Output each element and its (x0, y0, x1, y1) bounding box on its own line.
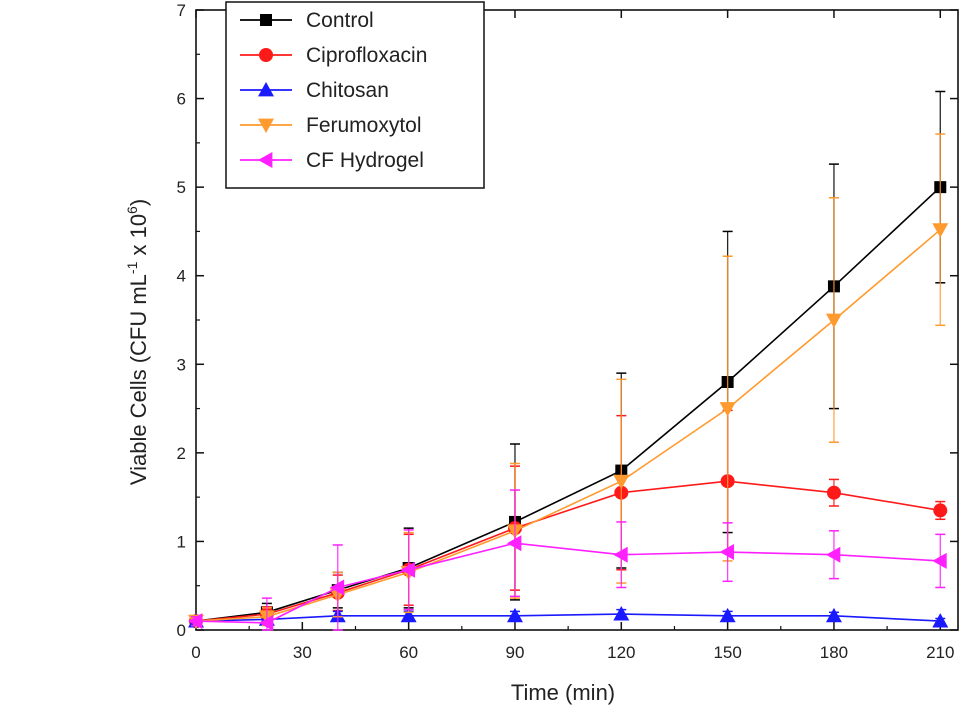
y-axis-title-sup1: -1 (124, 261, 140, 274)
legend-marker (258, 152, 273, 168)
legend-entry: Control (240, 9, 374, 32)
data-point (932, 223, 949, 238)
legend-label: Control (306, 9, 374, 32)
legend-label: Ferumoxytol (306, 114, 422, 137)
data-point (400, 607, 417, 623)
y-tick-label: 6 (177, 90, 186, 109)
legend-marker (258, 82, 274, 97)
data-point (506, 607, 523, 623)
data-point (825, 313, 842, 328)
x-tick-label: 60 (399, 643, 418, 662)
series-ciprofloxacin (189, 409, 948, 629)
data-point (826, 485, 841, 500)
x-tick-label: 180 (820, 643, 848, 662)
data-point (719, 607, 736, 623)
data-point (719, 544, 735, 561)
y-tick-label: 1 (177, 532, 186, 551)
y-tick-label: 7 (177, 1, 186, 20)
legend-entry: Chitosan (240, 79, 389, 102)
legend-marker (259, 48, 273, 62)
y-axis-title: Viable Cells (CFU mL-1 x 106) (124, 199, 151, 485)
data-point (613, 474, 630, 490)
data-point (188, 613, 203, 630)
data-point (613, 606, 630, 621)
series-layer (188, 90, 949, 631)
legend-entry: Ciprofloxacin (240, 44, 427, 67)
y-axis-title-sup2: 6 (124, 206, 140, 214)
data-point (258, 614, 274, 631)
y-axis-title-mid: x 10 (126, 214, 151, 262)
y-axis-title-end: ) (126, 199, 151, 206)
y-tick-label: 2 (177, 444, 186, 463)
series-cf-hydrogel (188, 489, 947, 631)
data-point (613, 546, 628, 563)
data-point (329, 579, 345, 596)
data-point (932, 613, 949, 628)
legend-marker (258, 118, 274, 133)
x-tick-label: 90 (506, 643, 525, 662)
data-point (719, 402, 736, 417)
legend-entry: CF Hydrogel (240, 149, 424, 172)
x-axis-title: Time (min) (511, 680, 615, 705)
y-tick-label: 0 (177, 621, 186, 640)
y-tick-label: 3 (177, 355, 186, 374)
data-point (400, 561, 416, 578)
legend-label: CF Hydrogel (306, 149, 424, 172)
y-axis-title-main: Viable Cells (CFU mL (126, 274, 151, 485)
legend-label: Chitosan (306, 79, 389, 102)
legend: Control Ciprofloxacin Chitosan Ferumoxytol C… (225, 1, 485, 189)
x-tick-label: 0 (191, 643, 200, 662)
axes: 0 30 60 90 120 150 180 210 0 1 2 3 4 5 6 7 (177, 1, 959, 662)
data-point (825, 607, 842, 623)
legend-marker (260, 14, 272, 26)
legend-label: Ciprofloxacin (306, 44, 427, 67)
legend-entry: Ferumoxytol (240, 114, 422, 137)
x-tick-label: 120 (607, 643, 635, 662)
y-tick-label: 4 (177, 267, 186, 286)
data-point (932, 552, 947, 569)
data-point (933, 503, 948, 518)
y-tick-label: 5 (177, 178, 186, 197)
x-tick-label: 150 (713, 643, 741, 662)
x-tick-label: 210 (926, 643, 954, 662)
data-point (506, 535, 522, 552)
x-tick-label: 30 (293, 643, 312, 662)
data-point (825, 546, 841, 563)
